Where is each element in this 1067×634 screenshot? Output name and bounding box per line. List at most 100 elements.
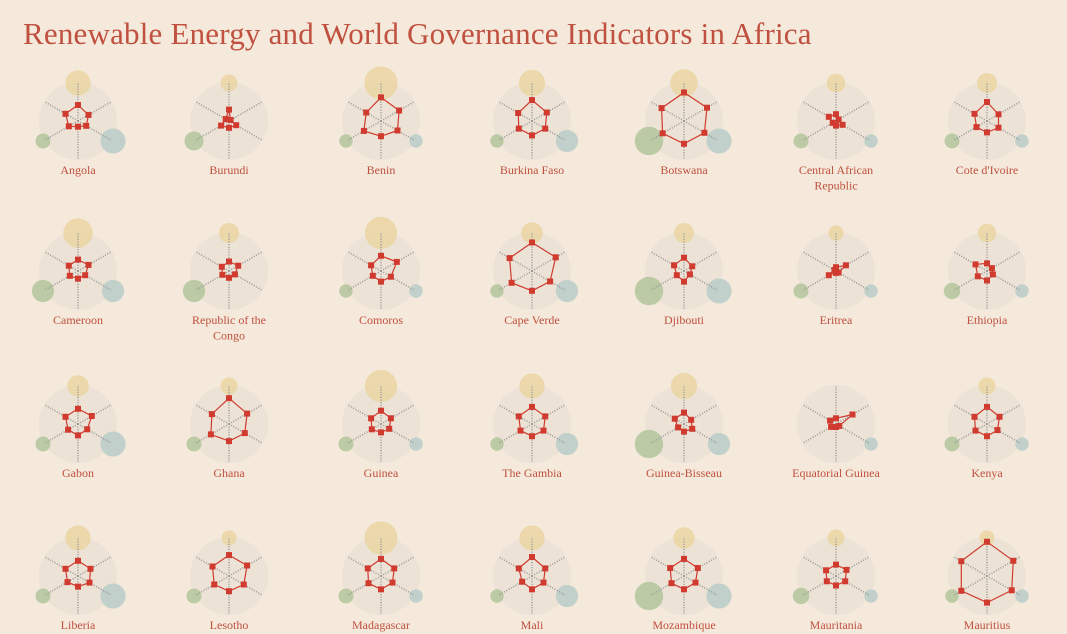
radar-point-2 [542, 565, 549, 572]
radar-point-4 [75, 583, 81, 590]
radar-mozambique: Mozambique [634, 527, 732, 632]
radar-point-2 [835, 116, 842, 123]
radar-point-5 [958, 587, 965, 594]
radar-axis-3 [380, 575, 415, 596]
country-label: Angola [60, 163, 96, 177]
radar-axis-5 [802, 120, 837, 141]
radar-point-6 [515, 413, 522, 420]
radar-axis-3 [77, 423, 112, 444]
radar-point-2 [849, 411, 856, 418]
bubble-lower-left [490, 134, 504, 148]
radar-equatorial-guinea: Equatorial Guinea [792, 385, 880, 480]
radar-point-6 [363, 109, 370, 116]
radar-point-5 [207, 431, 214, 438]
radar-axis-5 [650, 575, 685, 596]
country-label: Eritrea [820, 313, 853, 327]
radar-point-1 [226, 106, 232, 113]
radar-point-5 [828, 423, 835, 430]
radar-point-3 [83, 122, 90, 129]
radar-point-1 [681, 409, 687, 416]
bubble-top [221, 530, 237, 546]
radar-point-3 [989, 271, 996, 278]
radar-botswana: Botswana [634, 69, 732, 177]
radar-axis-6 [650, 101, 685, 122]
radar-liberia: Liberia [35, 525, 126, 632]
radar-point-4 [226, 588, 232, 595]
radar-point-4 [984, 433, 990, 440]
radar-point-5 [974, 273, 981, 280]
country-label: Burundi [209, 163, 249, 177]
radar-point-1 [226, 395, 232, 402]
radar-point-4 [226, 438, 232, 445]
radar-point-1 [984, 99, 990, 105]
radar-mauritius: Mauritius [945, 530, 1029, 632]
country-label: Cape Verde [504, 313, 559, 327]
bubble-top [218, 222, 240, 244]
radar-point-4 [378, 429, 384, 436]
country-label: Equatorial Guinea [792, 466, 880, 480]
radar-axis-5 [498, 423, 533, 444]
bubble-lower-right [864, 134, 878, 148]
radar-comoros: Comoros [339, 216, 423, 327]
radar-axis-5 [195, 120, 230, 141]
radar-axis-5 [802, 575, 837, 596]
country-label: Cameroon [53, 313, 103, 327]
radar-point-2 [694, 565, 701, 571]
bubble-lower-right [101, 279, 125, 303]
radar-axis-5 [802, 423, 837, 444]
radar-axis-3 [228, 120, 263, 141]
radar-the-gambia: The Gambia [490, 373, 579, 480]
bubble-lower-right [100, 583, 126, 609]
radar-point-6 [515, 565, 522, 572]
bubble-lower-right [409, 284, 423, 298]
country-label: Ghana [213, 466, 245, 480]
bubble-top [670, 372, 698, 400]
radar-axis-6 [802, 404, 837, 425]
radar-point-4 [984, 129, 990, 136]
chart-title: Renewable Energy and World Governance In… [23, 16, 812, 51]
bubble-lower-left [339, 134, 353, 148]
radar-republic-of-the-congo: Republic of the Congo [182, 222, 268, 343]
bubble-top [364, 369, 398, 403]
radar-point-1 [378, 94, 384, 101]
bubble-lower-right [555, 584, 579, 608]
radar-axis-5 [498, 575, 533, 596]
radar-benin: Benin [339, 66, 423, 177]
bubble-lower-left [338, 436, 354, 452]
radar-point-6 [671, 415, 678, 422]
radar-point-5 [825, 272, 832, 279]
radar-axis-2 [683, 404, 718, 425]
radar-axis-2 [380, 404, 415, 425]
radar-point-6 [971, 110, 978, 117]
radar-axis-3 [380, 270, 415, 291]
radar-axis-3 [835, 575, 870, 596]
radar-point-6 [209, 563, 216, 570]
bubble-lower-right [1015, 134, 1029, 148]
radar-djibouti: Djibouti [634, 222, 732, 327]
bubble-lower-left [339, 284, 353, 298]
radar-point-6 [827, 417, 834, 424]
radar-axis-2 [531, 404, 566, 425]
radar-axis-3 [380, 423, 415, 444]
radar-point-1 [226, 258, 232, 265]
bubble-top [979, 530, 995, 546]
country-label: Guinea [364, 466, 399, 480]
radar-axis-5 [498, 120, 533, 141]
radar-point-3 [84, 426, 91, 433]
bubble-lower-left [944, 436, 960, 452]
radar-axis-2 [835, 101, 870, 122]
radar-point-3 [540, 427, 547, 434]
bubble-lower-left [31, 279, 55, 303]
radar-point-6 [671, 262, 678, 269]
radar-point-1 [984, 538, 990, 545]
bubble-lower-right [864, 589, 878, 603]
bubble-lower-right [409, 437, 423, 451]
radar-point-6 [971, 413, 978, 420]
radar-point-1 [984, 403, 990, 410]
bubble-top [518, 69, 546, 97]
radar-axis-5 [953, 120, 988, 141]
radar-axis-3 [683, 270, 718, 291]
bubble-top [220, 377, 238, 395]
radar-point-3 [389, 579, 396, 586]
radar-point-3 [233, 122, 240, 129]
